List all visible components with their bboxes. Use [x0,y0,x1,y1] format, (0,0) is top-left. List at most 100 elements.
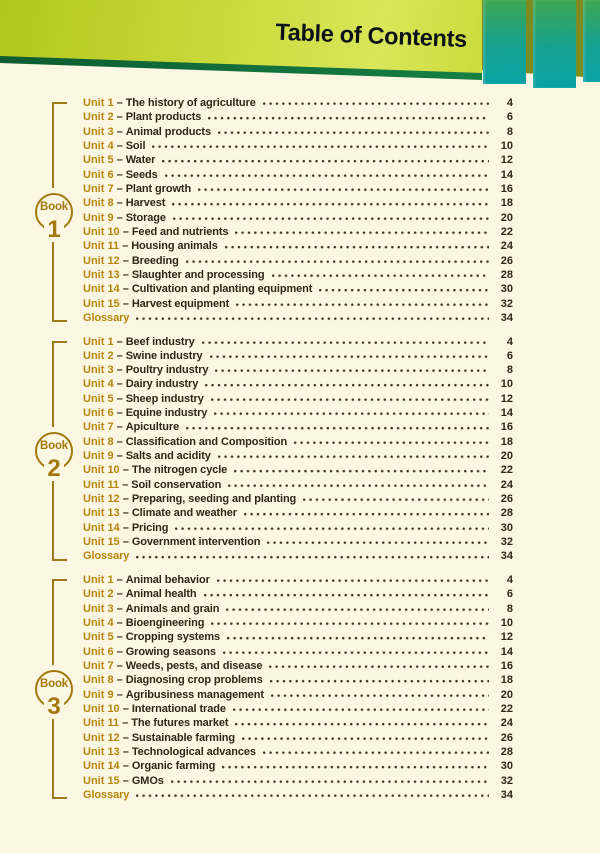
toc-entry[interactable]: Unit 4 – Bioengineering 10 [83,615,513,631]
unit-title: Water [125,154,156,167]
book-badge-circle: Book 1 [35,193,73,242]
toc-entry[interactable]: Unit 11 – Housing animals 24 [83,239,513,254]
page-number: 22 [500,464,513,477]
toc-entry[interactable]: Unit 8 – Diagnosing crop problems 18 [83,673,513,688]
page-number: 32 [500,774,513,787]
dots-leader [183,253,489,268]
toc-entry[interactable]: Unit 5 – Cropping systems 12 [83,630,513,645]
toc-entry[interactable]: Unit 5 – Water 12 [83,153,513,168]
toc-entry[interactable]: Unit 11 – Soil conservation 24 [83,477,513,493]
unit-label: Unit 4 [83,139,114,152]
book-section: Book 3 Unit 1 – Animal behavior 4 Unit 2… [0,573,600,805]
dots-leader [234,296,489,311]
toc-entry[interactable]: Unit 13 – Climate and weather 28 [83,506,513,521]
toc-entry[interactable]: Unit 1 – Beef industry 4 [83,334,513,349]
unit-label: Unit 14 [83,760,120,773]
dots-leader [134,549,489,564]
toc-entry[interactable]: Unit 14 – Pricing 30 [83,520,513,536]
unit-label: Unit 13 [83,745,120,758]
unit-label: Unit 6 [83,645,114,658]
dots-leader [150,138,489,154]
unit-label: Unit 8 [83,674,114,687]
toc-entry[interactable]: Unit 2 – Plant products 6 [83,110,513,125]
toc-entry[interactable]: Unit 13 – Technological advances 28 [83,744,513,760]
toc-entry[interactable]: Unit 9 – Storage 20 [83,210,513,225]
toc-entry[interactable]: Glossary 34 [83,549,513,564]
toc-entry[interactable]: Unit 14 – Cultivation and planting equip… [83,282,513,297]
toc-entry[interactable]: Unit 9 – Salts and acidity 20 [83,449,513,464]
toc-entry[interactable]: Unit 12 – Preparing, seeding and plantin… [83,492,513,507]
toc-entry[interactable]: Unit 13 – Slaughter and processing 28 [83,267,513,283]
dots-leader [301,492,489,507]
toc-entry[interactable]: Unit 15 – Harvest equipment 32 [83,296,513,311]
unit-dash: – [122,774,129,787]
page-number: 18 [500,674,513,687]
page-number: 6 [506,588,513,601]
toc-entry[interactable]: Unit 1 – Animal behavior 4 [83,573,513,588]
unit-label: Unit 15 [83,536,120,549]
dots-leader [170,196,489,211]
toc-entry[interactable]: Unit 15 – Government intervention 32 [83,535,513,550]
unit-dash: – [122,745,129,758]
page-number: 30 [500,760,513,773]
dots-leader [213,363,489,378]
page-number: 34 [500,311,513,324]
toc-entry[interactable]: Unit 10 – International trade 22 [83,701,513,717]
toc-entry[interactable]: Unit 3 – Poultry industry 8 [83,363,513,378]
toc-entry[interactable]: Unit 3 – Animal products 8 [83,124,513,139]
page-number: 34 [500,788,513,801]
page-number: 22 [500,225,513,238]
toc-entry[interactable]: Unit 4 – Dairy industry 10 [83,377,513,392]
toc-entry[interactable]: Unit 8 – Harvest 18 [83,196,513,211]
unit-title: Pricing [131,521,169,534]
unit-title: The history of agriculture [125,97,256,109]
toc-entry[interactable]: Unit 6 – Equine industry 14 [83,406,513,421]
toc-entry[interactable]: Unit 15 – GMOs 32 [83,773,513,788]
toc-entry[interactable]: Unit 6 – Seeds 14 [83,167,513,182]
unit-title: Swine industry [125,349,203,362]
toc-entry[interactable]: Unit 3 – Animals and grain 8 [83,601,513,616]
unit-dash: – [122,493,129,506]
toc-entry[interactable]: Unit 7 – Weeds, pests, and disease 16 [83,658,513,674]
unit-label: Unit 1 [83,335,114,348]
dots-leader [196,181,489,197]
toc-entry[interactable]: Unit 7 – Plant growth 16 [83,181,513,197]
page-number: 12 [500,631,513,644]
toc-entry[interactable]: Unit 14 – Organic farming 30 [83,759,513,774]
unit-dash: – [122,464,129,477]
toc-entry[interactable]: Unit 6 – Growing seasons 14 [83,644,513,659]
page-number: 24 [500,717,513,730]
toc-entry[interactable]: Unit 7 – Apiculture 16 [83,420,513,435]
dots-leader [134,310,489,326]
unit-label: Unit 3 [83,602,114,615]
dots-leader [240,730,489,745]
toc-entry[interactable]: Unit 12 – Breeding 26 [83,253,513,268]
page-number: 20 [500,450,513,463]
toc-entry[interactable]: Unit 4 – Soil 10 [83,138,513,154]
toc-entry[interactable]: Unit 1 – The history of agriculture 4 [83,96,513,111]
toc-entry[interactable]: Unit 10 – The nitrogen cycle 22 [83,463,513,478]
unit-label: Unit 14 [83,521,120,534]
dots-leader [220,759,489,774]
toc-entry[interactable]: Unit 11 – The futures market 24 [83,716,513,731]
page-number: 8 [506,364,513,377]
toc-entry[interactable]: Unit 2 – Swine industry 6 [83,348,513,364]
unit-label: Unit 2 [83,588,114,601]
unit-dash: – [116,450,123,463]
toc-entry[interactable]: Unit 8 – Classification and Composition … [83,434,513,450]
unit-dash: – [122,717,129,730]
toc-entry[interactable]: Glossary 34 [83,787,513,803]
unit-label: Unit 8 [83,197,114,210]
toc-entry[interactable]: Unit 5 – Sheep industry 12 [83,391,513,407]
toc-entry[interactable]: Unit 2 – Animal health 6 [83,587,513,602]
dots-leader [199,334,489,349]
toc-entry[interactable]: Unit 9 – Agribusiness management 20 [83,687,513,702]
unit-label: Unit 3 [83,364,114,377]
book-badge-label: Book [40,439,68,452]
unit-title: Housing animals [131,240,218,253]
toc-entry[interactable]: Glossary 34 [83,310,513,326]
unit-title: Technological advances [131,745,256,758]
toc-entry[interactable]: Unit 10 – Feed and nutrients 22 [83,224,513,240]
toc-entry[interactable]: Unit 12 – Sustainable farming 26 [83,730,513,745]
page-number: 18 [500,197,513,210]
